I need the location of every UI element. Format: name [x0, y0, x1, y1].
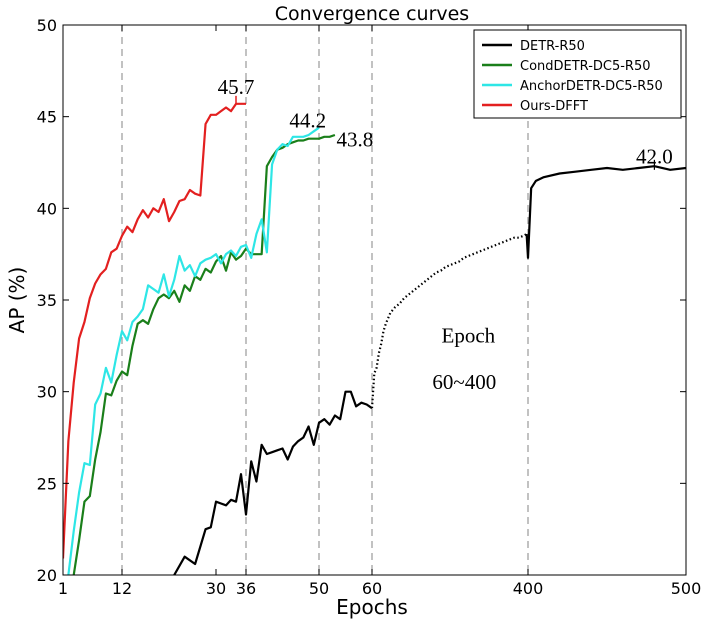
x-tick-label-30: 30: [206, 579, 226, 598]
legend-label-anchordetr-dc5-r50: AnchorDETR-DC5-R50: [520, 79, 663, 94]
annotation-60-400: 60~400: [432, 370, 496, 394]
annotation-43-8: 43.8: [337, 128, 374, 152]
annotation-44-2: 44.2: [289, 108, 326, 132]
x-tick-label-60: 60: [362, 579, 382, 598]
y-tick-label-25: 25: [37, 474, 57, 493]
axis-ticks: 20 25 30 35 40 45 50 1 12 30 36 50 60 400 500: [37, 16, 702, 598]
x-tick-label-500: 500: [671, 579, 702, 598]
series-line-anchordetr-dc5-r50: [67, 126, 320, 575]
annotation-epoch: Epoch: [442, 324, 496, 348]
series-line-conddetr-dc5-r50: [72, 133, 336, 575]
legend-label-detr-r50: DETR-R50: [520, 39, 585, 54]
series-line-detr-r50-epochs-60-400: [370, 233, 528, 409]
series-group: [63, 102, 686, 575]
y-tick-label-45: 45: [37, 108, 57, 127]
legend-label-conddetr-dc5-r50: CondDETR-DC5-R50: [520, 59, 651, 74]
y-tick-label-30: 30: [37, 383, 57, 402]
legend-label-ours-dfft: Ours-DFFT: [520, 99, 588, 114]
legend: DETR-R50 CondDETR-DC5-R50 AnchorDETR-DC5-R…: [473, 29, 682, 119]
x-tick-label-12: 12: [112, 579, 132, 598]
y-axis-label: AP (%): [5, 267, 29, 334]
series-line-detr-r50-epochs-400-500: [525, 165, 686, 259]
x-tick-label-36: 36: [236, 579, 256, 598]
series-line-ours-dfft: [63, 102, 246, 559]
y-tick-label-35: 35: [37, 291, 57, 310]
chart-title: Convergence curves: [275, 3, 469, 25]
x-tick-label-50: 50: [309, 579, 329, 598]
gridlines: [121, 25, 529, 575]
y-tick-label-20: 20: [37, 566, 57, 585]
y-tick-label-50: 50: [37, 16, 57, 35]
x-axis-label: Epochs: [336, 595, 408, 619]
y-tick-label-40: 40: [37, 199, 57, 218]
series-line-detr-r50-epochs-1-60: [173, 390, 373, 575]
annotation-45-7: 45.7: [218, 75, 255, 99]
x-tick-label-400: 400: [513, 579, 544, 598]
x-tick-label-1: 1: [58, 579, 68, 598]
